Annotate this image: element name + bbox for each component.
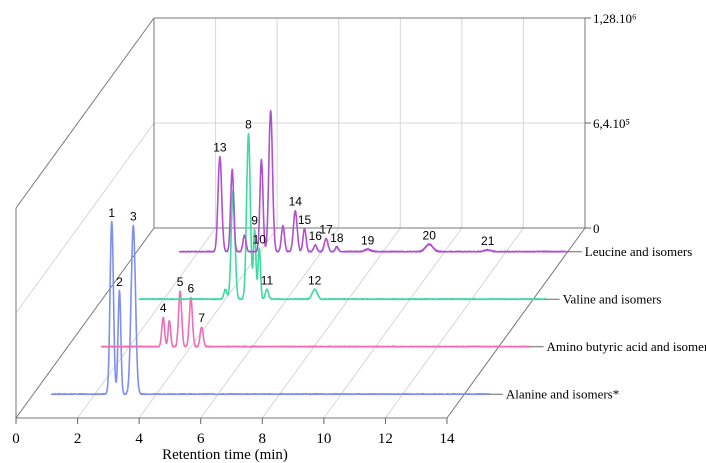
z-tick-label: 6,4.10⁵ bbox=[593, 116, 630, 131]
grid-layer bbox=[15, 18, 585, 419]
peak-label: 21 bbox=[481, 234, 495, 248]
trace-1 bbox=[100, 290, 531, 348]
x-tick-label: 2 bbox=[74, 431, 82, 447]
peak-label: 20 bbox=[423, 228, 437, 242]
peak-label: 13 bbox=[213, 141, 227, 155]
series-label: Valine and isomers bbox=[563, 291, 662, 306]
peak-label: 6 bbox=[188, 282, 195, 296]
peak-label: 5 bbox=[177, 275, 184, 289]
peak-label: 16 bbox=[309, 229, 323, 243]
peak-label: 9 bbox=[251, 214, 258, 228]
floor-gridline bbox=[138, 227, 278, 419]
floor-gridline bbox=[261, 227, 401, 419]
x-tick-label: 14 bbox=[440, 431, 456, 447]
frame-layer bbox=[15, 17, 591, 424]
peak-label: 19 bbox=[361, 233, 375, 247]
side-wall-gridline bbox=[15, 122, 155, 314]
trace-3 bbox=[179, 109, 569, 253]
series-label: Leucine and isomers bbox=[585, 244, 693, 259]
x-tick-label: 8 bbox=[259, 431, 267, 447]
x-tick-label: 10 bbox=[316, 431, 331, 447]
peak-label: 14 bbox=[289, 195, 303, 209]
trace-2 bbox=[138, 132, 547, 301]
floor-gridline bbox=[323, 227, 463, 419]
x-tick-label: 6 bbox=[197, 431, 205, 447]
series-label: Amino butyric acid and isomers* bbox=[547, 339, 706, 354]
peak-label: 17 bbox=[319, 223, 333, 237]
series-label: Alanine and isomers* bbox=[506, 386, 619, 401]
peak-label: 7 bbox=[198, 311, 205, 325]
trace-layer bbox=[50, 109, 569, 396]
x-tick-label: 0 bbox=[12, 431, 20, 447]
box-edge bbox=[446, 227, 586, 419]
z-tick-label: 0 bbox=[593, 221, 600, 236]
peak-label: 8 bbox=[245, 118, 252, 132]
floor-gridline bbox=[200, 227, 340, 419]
peak-label: 2 bbox=[116, 275, 123, 289]
peak-label: 15 bbox=[298, 213, 312, 227]
floor-gridline bbox=[385, 227, 524, 419]
floor-gridline bbox=[77, 227, 216, 419]
trace-0 bbox=[50, 220, 490, 396]
peak-label: 12 bbox=[308, 273, 322, 287]
box-edge bbox=[15, 227, 155, 419]
x-tick-label: 4 bbox=[135, 431, 143, 447]
x-axis-title: Retention time (min) bbox=[162, 447, 288, 463]
peak-label: 3 bbox=[130, 209, 137, 223]
peak-label: 18 bbox=[330, 231, 344, 245]
peak-label: 1 bbox=[108, 206, 115, 220]
box-edge bbox=[15, 17, 155, 209]
peak-label: 10 bbox=[253, 232, 267, 246]
x-tick-label: 12 bbox=[378, 431, 393, 447]
peak-label: 4 bbox=[160, 301, 167, 315]
peak-label: 11 bbox=[261, 273, 274, 287]
z-tick-label: 1,28.10⁶ bbox=[593, 11, 637, 26]
